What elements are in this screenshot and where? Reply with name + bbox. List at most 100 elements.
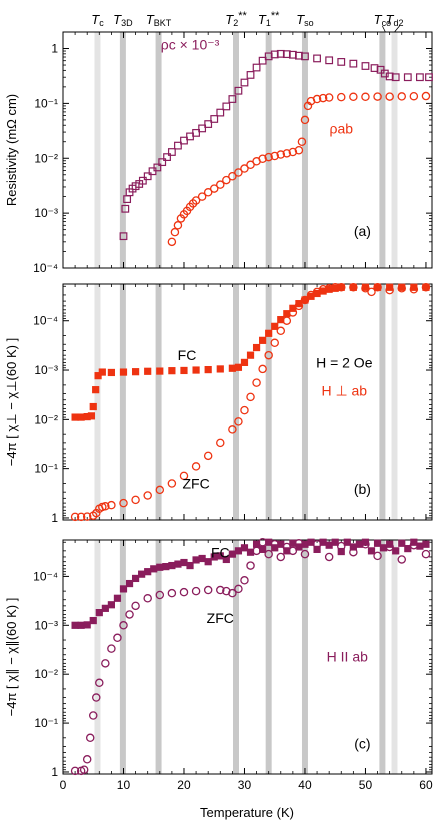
data-point (204, 365, 212, 374)
chart-panels: 1 10⁻¹ 10⁻² 10⁻³ 10⁻⁴ Resistivity (mΩ cm) ρc ×… (4, 31, 433, 792)
data-point (386, 283, 394, 291)
data-point (343, 538, 351, 546)
data-point (246, 392, 255, 402)
data-point (131, 601, 140, 611)
data-point (191, 462, 201, 471)
data-point (170, 227, 180, 237)
data-point (163, 153, 171, 161)
data-point (216, 365, 224, 373)
data-point (204, 558, 212, 566)
data-point (131, 574, 140, 583)
data-point (70, 766, 80, 776)
data-point (246, 160, 255, 170)
band-t2-panel-2 (233, 284, 240, 520)
band-tso-panel-2 (301, 284, 308, 520)
y-tick-label: 10⁻² (34, 151, 58, 165)
data-point (349, 283, 358, 292)
marker-label-tc: Tc (91, 12, 104, 28)
marker-label-td2: Td2 (386, 12, 404, 28)
data-point (79, 765, 89, 774)
panel-3: 0 10 20 30 40 50 60 10⁻⁴ 10⁻³ 10⁻² 10⁻¹ 1 −4π [ χ∥ −… (4, 537, 433, 792)
y-tick-label: 10⁻⁴ (33, 314, 58, 328)
data-point (319, 287, 327, 295)
y-tick-label: 10⁻² (34, 412, 58, 426)
band-t1-panel-3 (265, 540, 272, 774)
data-point (409, 540, 419, 550)
data-point (113, 633, 122, 643)
data-point (246, 561, 255, 570)
annotation: ZFC (182, 475, 209, 491)
data-point (83, 413, 91, 421)
data-point (107, 368, 115, 377)
data-point (92, 386, 100, 394)
data-point (331, 538, 339, 546)
data-point (398, 283, 406, 291)
band-tc-panel-3 (94, 540, 101, 774)
x-axis-label: Temperature (K) (200, 805, 294, 820)
data-point (282, 149, 292, 158)
y-tick-label: 10⁻¹ (34, 96, 58, 110)
data-point (198, 554, 206, 563)
data-point (300, 295, 310, 305)
data-point (337, 547, 345, 556)
data-point (425, 73, 433, 82)
data-point (410, 283, 418, 291)
data-point (162, 563, 170, 571)
data-point (216, 585, 225, 595)
annotation: (c) (354, 735, 370, 751)
data-point (119, 498, 128, 508)
data-point (373, 283, 382, 292)
data-point (173, 221, 183, 230)
data-point (312, 540, 322, 549)
data-point (295, 300, 303, 308)
data-point (125, 579, 134, 588)
data-point (101, 502, 110, 511)
data-point (71, 621, 79, 629)
data-point (373, 539, 382, 547)
data-point (240, 576, 249, 585)
data-point (349, 543, 357, 551)
panel-3-y-axis-label: −4π [ χ∥ − χ∥(60 K) ] (4, 598, 19, 717)
data-point (240, 358, 249, 366)
data-point (337, 283, 345, 291)
panel-1: 1 10⁻¹ 10⁻² 10⁻³ 10⁻⁴ Resistivity (mΩ cm) ρc ×… (4, 31, 433, 275)
data-point (325, 56, 334, 65)
data-point (337, 541, 346, 551)
data-point (282, 542, 292, 552)
data-point (167, 479, 177, 488)
data-point (313, 545, 321, 553)
data-point (349, 59, 358, 68)
data-point (397, 555, 407, 564)
data-point (180, 366, 188, 375)
data-point (283, 310, 291, 318)
panel-3-frame (62, 539, 433, 775)
data-point (143, 491, 152, 500)
data-point (156, 563, 164, 571)
data-point (325, 285, 333, 293)
data-point (276, 552, 286, 562)
data-point (155, 590, 165, 600)
data-point (246, 351, 255, 359)
data-point (70, 512, 80, 522)
band-td2-panel-3 (391, 540, 398, 774)
data-point (300, 115, 310, 125)
data-point (203, 188, 213, 197)
data-point (265, 538, 273, 546)
data-point (107, 601, 115, 609)
band-tco-panel-2 (379, 284, 386, 520)
data-point (277, 316, 285, 324)
data-point (313, 54, 321, 63)
panel-1-frame (62, 31, 433, 269)
data-point (228, 550, 236, 558)
data-point (246, 71, 255, 79)
data-point (324, 552, 334, 562)
band-t3d-panel-3 (119, 540, 126, 774)
y-tick-label: 1 (51, 511, 58, 525)
data-point (101, 659, 110, 668)
series-zfc (70, 283, 431, 522)
data-point (312, 94, 322, 104)
annotation: FC (211, 544, 230, 560)
y-tick-label: 10⁻³ (34, 618, 58, 632)
data-point (331, 284, 339, 292)
data-point (297, 137, 307, 146)
